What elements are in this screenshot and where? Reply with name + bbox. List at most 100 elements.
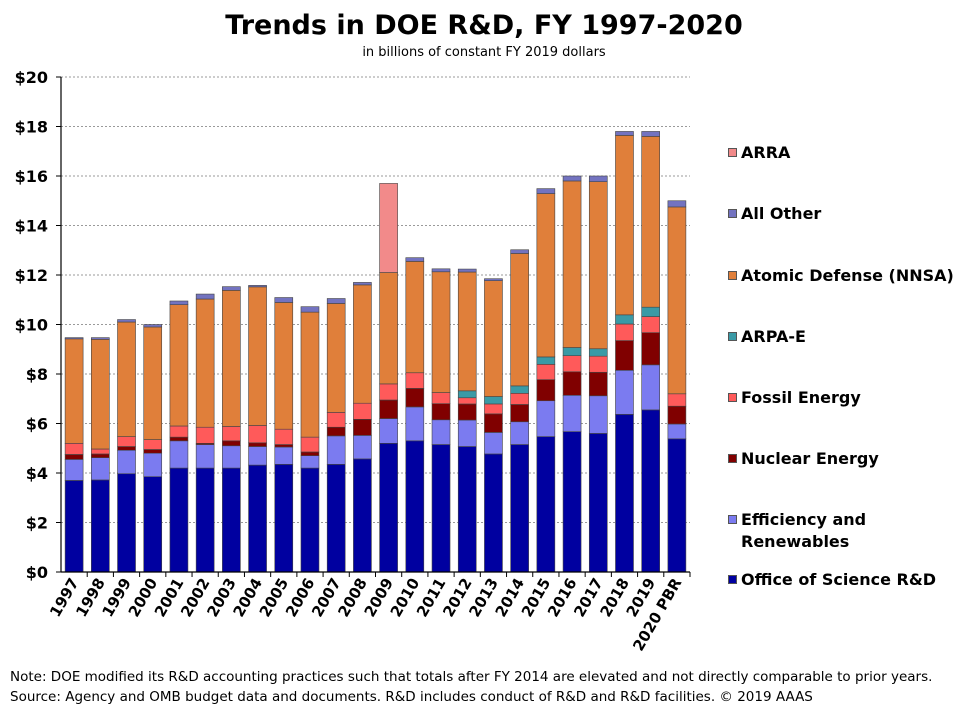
legend-swatch — [728, 271, 737, 280]
legend-item: Atomic Defense (NNSA) — [728, 265, 954, 287]
bar-segment — [353, 284, 372, 404]
bar-segment — [117, 436, 136, 447]
legend-label: ARPA-E — [741, 327, 806, 346]
bar-segment — [274, 446, 294, 465]
bar-segment — [431, 392, 451, 404]
bar-segment — [431, 419, 451, 445]
bar-segment — [300, 306, 320, 313]
legend-item: ARPA-E — [728, 326, 806, 348]
bar-segment — [536, 193, 556, 358]
bar-segment — [667, 206, 687, 395]
bar-segment — [248, 446, 267, 466]
bar-segment — [222, 440, 241, 447]
legend-item: Office of Science R&D — [728, 569, 936, 591]
bar-segment — [379, 383, 398, 401]
y-tick-label: $12 — [15, 266, 48, 285]
bar-segment — [117, 446, 136, 451]
bar-segment — [536, 400, 556, 437]
y-tick-label: $4 — [26, 464, 48, 483]
bar-segment — [510, 421, 529, 445]
bar-segment — [405, 372, 425, 389]
bar-segment — [222, 467, 241, 573]
bar-segment — [91, 457, 110, 481]
bar-segment — [457, 268, 477, 273]
bar-segment — [431, 444, 451, 573]
bar-segment — [484, 278, 503, 281]
bar-segment — [510, 393, 529, 405]
bar-segment — [379, 418, 398, 444]
bar-segment — [667, 200, 687, 208]
bar-segment — [248, 464, 267, 573]
bar-segment — [615, 340, 634, 371]
bar-segment — [510, 444, 529, 573]
bar-segment — [588, 371, 608, 397]
bar-segment — [667, 393, 687, 407]
legend-swatch — [728, 209, 737, 218]
bar-segment — [562, 394, 582, 432]
bar-segment — [431, 271, 451, 393]
bar-segment — [536, 436, 556, 573]
y-tick-label: $20 — [15, 68, 48, 87]
bar-segment — [248, 425, 267, 444]
bar-segment — [405, 261, 425, 374]
bar-segment — [248, 285, 267, 288]
bar-segment — [562, 355, 582, 373]
bar-segment — [562, 431, 582, 573]
legend-swatch — [728, 148, 737, 157]
bar-segment — [248, 286, 267, 426]
y-tick-label: $8 — [26, 365, 48, 384]
bar-segment — [143, 476, 163, 573]
bar-segment — [300, 436, 320, 453]
bar-segment — [64, 454, 84, 460]
legend-label: Office of Science R&D — [741, 570, 937, 589]
legend-swatch — [728, 393, 737, 402]
bar-segment — [195, 293, 215, 300]
bar-segment — [326, 298, 346, 304]
bar-segment — [64, 338, 84, 444]
legend-item: All Other — [728, 203, 821, 225]
bar-segment — [588, 355, 608, 373]
bar-segment — [536, 356, 556, 365]
bar-segment — [169, 425, 189, 438]
y-tick-label: $2 — [26, 514, 48, 533]
chart-subtitle: in billions of constant FY 2019 dollars — [362, 45, 606, 60]
bar-segment — [588, 395, 608, 434]
bar-segment — [457, 390, 477, 399]
bar-segment — [326, 464, 346, 573]
bar-segment — [562, 180, 582, 348]
bar-segment — [274, 302, 294, 430]
bar-segment — [588, 433, 608, 573]
bar-segment — [274, 428, 294, 445]
bar-segment — [431, 403, 451, 421]
bar-segment — [405, 440, 425, 573]
bar-segment — [326, 412, 346, 428]
legend-swatch — [728, 575, 737, 584]
bar-segment — [248, 442, 267, 447]
y-tick-label: $14 — [15, 217, 48, 236]
y-tick-label: $16 — [15, 167, 48, 186]
bar-segment — [326, 303, 346, 413]
bar-segment — [615, 314, 634, 325]
bar-segment — [353, 435, 372, 460]
bar-segment — [222, 286, 241, 291]
legend-swatch — [728, 332, 737, 341]
y-tick-label: $18 — [15, 118, 48, 137]
bar-segment — [143, 326, 163, 440]
bar-segment — [195, 298, 215, 428]
bar-segment — [484, 453, 503, 573]
bar-segment — [641, 316, 660, 333]
bar-segment — [117, 321, 136, 437]
bar-segment — [91, 448, 110, 455]
bar-segment — [64, 459, 84, 481]
bar-segment — [510, 253, 529, 387]
bar-segment — [588, 348, 608, 357]
bar-segment — [64, 442, 84, 455]
bar-segment — [169, 300, 189, 305]
bar-segment — [143, 439, 163, 450]
bar-segment — [484, 432, 503, 455]
bar-segment — [641, 364, 660, 411]
bar-segment — [143, 324, 163, 328]
bar-segment — [615, 323, 634, 341]
bar-segment — [353, 418, 372, 436]
